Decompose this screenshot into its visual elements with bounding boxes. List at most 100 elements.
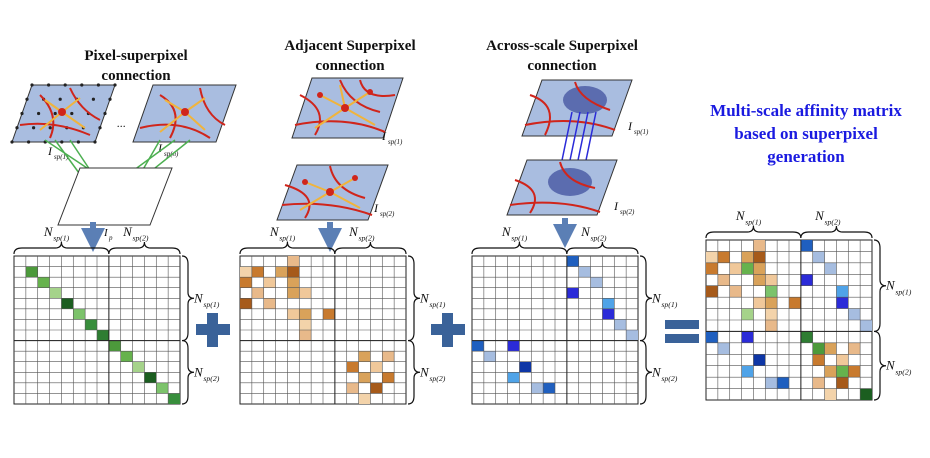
adj-isp2-sub: sp(2) bbox=[380, 210, 395, 218]
matrix-cell bbox=[299, 330, 312, 341]
matrix-cell bbox=[263, 298, 276, 309]
matrix-cell bbox=[848, 342, 861, 355]
matrix-cell bbox=[240, 266, 252, 278]
m2-n1-top-sub: sp(1) bbox=[279, 234, 295, 243]
plus-operator-1 bbox=[196, 313, 230, 347]
adj-isp1-sub: sp(1) bbox=[388, 138, 403, 146]
matrix-cell bbox=[240, 277, 252, 288]
matrix-cell bbox=[800, 331, 813, 343]
matrix-cell bbox=[323, 308, 335, 320]
equals-operator bbox=[665, 320, 699, 343]
matrix-cell bbox=[299, 287, 312, 299]
panel2-title-line2: connection bbox=[315, 58, 385, 74]
matrix-cell bbox=[706, 262, 718, 275]
matrix-cell bbox=[765, 285, 778, 298]
m4-brace-right-1 bbox=[873, 239, 887, 333]
matrix-cell bbox=[741, 365, 754, 378]
m2-n1-right-sub: sp(1) bbox=[429, 300, 445, 309]
across-isp2-label: I bbox=[613, 199, 619, 213]
matrix-combined bbox=[705, 239, 873, 401]
matrix-cell bbox=[753, 240, 766, 252]
matrix-cell bbox=[836, 377, 849, 389]
matrix-cell bbox=[753, 274, 766, 286]
matrix-cell bbox=[299, 308, 312, 320]
matrix-cell bbox=[263, 277, 276, 288]
matrix-cell bbox=[812, 251, 825, 263]
across-isp1-label: I bbox=[627, 119, 633, 133]
matrix-cell bbox=[706, 331, 718, 343]
matrix-cell bbox=[251, 266, 264, 278]
m4-n1-right-sub: sp(1) bbox=[895, 287, 911, 296]
matrix-cell bbox=[49, 287, 62, 299]
m3-n2-top-sub: sp(2) bbox=[590, 234, 606, 243]
m1-brace-right-2 bbox=[181, 339, 195, 405]
matrix-cell bbox=[824, 342, 837, 355]
matrix-cell bbox=[382, 372, 395, 383]
m1-n1-right: N bbox=[193, 290, 204, 305]
ellipsis-label: ... bbox=[117, 116, 126, 130]
m3-n1-right: N bbox=[651, 290, 662, 305]
matrix-cell bbox=[85, 319, 97, 330]
panel1-title-line1: Pixel-superpixel bbox=[84, 48, 187, 64]
m2-brace-right-1 bbox=[407, 255, 421, 342]
m4-n1-top-sub: sp(1) bbox=[745, 218, 761, 227]
image-grid-sp1 bbox=[10, 83, 117, 144]
m3-n2-right: N bbox=[651, 364, 662, 379]
m2-n1-top: N bbox=[269, 224, 280, 239]
matrix-cell bbox=[566, 256, 579, 267]
m4-n1-top: N bbox=[735, 208, 746, 223]
m4-n2-top: N bbox=[814, 208, 825, 223]
matrix-cell bbox=[717, 274, 730, 286]
matrix-cell bbox=[156, 382, 169, 394]
m1-brace-right-1 bbox=[181, 255, 195, 342]
m1-brace-top-2 bbox=[108, 241, 181, 255]
matrix-cell bbox=[566, 287, 579, 299]
panel3-title-line1: Across-scale Superpixel bbox=[486, 38, 638, 54]
result-title-line3: generation bbox=[767, 147, 845, 166]
matrix-cell bbox=[346, 361, 359, 373]
matrix-cell bbox=[753, 297, 766, 309]
matrix-cell bbox=[132, 361, 145, 373]
matrix-cell bbox=[812, 354, 825, 366]
matrix-cell bbox=[836, 354, 849, 366]
matrix-cell bbox=[287, 277, 300, 288]
matrix-cell bbox=[358, 351, 371, 362]
m1-n2-top: N bbox=[122, 224, 133, 239]
matrix-cell bbox=[346, 382, 359, 394]
matrix-cell bbox=[741, 251, 754, 263]
matrix-cell bbox=[753, 354, 766, 366]
m1-n2-right-sub: sp(2) bbox=[203, 374, 219, 383]
m1-n2-right: N bbox=[193, 364, 204, 379]
m2-n2-top: N bbox=[348, 224, 359, 239]
matrix-cell bbox=[741, 308, 754, 320]
matrices bbox=[13, 239, 873, 405]
matrix-cell bbox=[37, 277, 50, 288]
m4-n2-top-sub: sp(2) bbox=[824, 218, 840, 227]
adj-isp1-label: I bbox=[381, 129, 387, 143]
matrix-across-scale bbox=[471, 255, 639, 405]
matrix-cell bbox=[765, 377, 778, 389]
matrix-cell bbox=[729, 285, 742, 298]
matrix-cell bbox=[812, 377, 825, 389]
m1-brace-top-1 bbox=[13, 241, 110, 255]
matrix-cell bbox=[789, 297, 801, 309]
m1-n1-top-sub: sp(1) bbox=[53, 234, 69, 243]
across-scale-illustration: I sp(1) I sp(2) bbox=[506, 79, 649, 216]
matrix-cell bbox=[717, 342, 730, 355]
m3-n2-right-sub: sp(2) bbox=[661, 374, 677, 383]
matrix-cell bbox=[287, 308, 300, 320]
matrix-cell bbox=[590, 277, 603, 288]
ispn-label: I bbox=[157, 141, 163, 155]
m4-brace-top-1 bbox=[705, 225, 802, 239]
matrix-cell bbox=[824, 262, 837, 275]
matrix-cell bbox=[602, 308, 615, 320]
matrix-cell bbox=[848, 365, 861, 378]
matrix-cell bbox=[800, 274, 813, 286]
matrix-cell bbox=[168, 393, 180, 404]
matrix-cell bbox=[287, 287, 300, 299]
pixel-grid bbox=[57, 167, 173, 226]
matrix-cell bbox=[626, 330, 638, 341]
across-isp1-sub: sp(1) bbox=[634, 128, 649, 136]
matrix-cell bbox=[765, 308, 778, 320]
matrix-cell bbox=[370, 361, 383, 373]
